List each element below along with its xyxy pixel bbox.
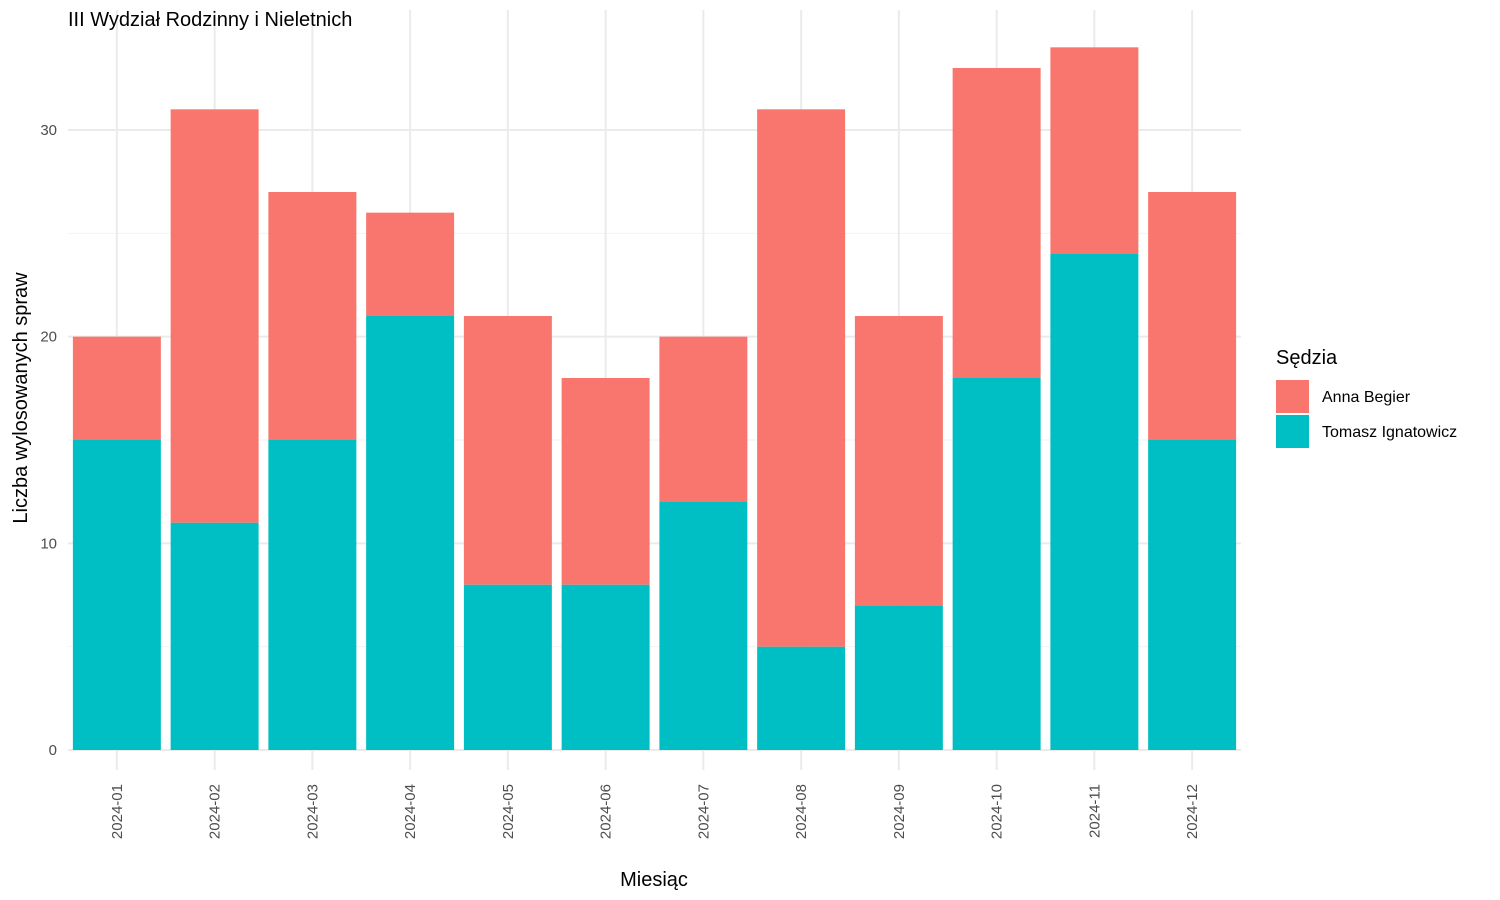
bar-segment (463, 584, 552, 750)
bar-segment (1148, 191, 1237, 440)
x-tick-label: 2024-09 (891, 784, 908, 839)
bar-segment (463, 315, 552, 585)
bar-segment (952, 67, 1041, 378)
bar-segment (268, 439, 357, 750)
x-tick-label: 2024-05 (500, 784, 517, 839)
bar-segment (561, 584, 650, 750)
legend-label: Anna Begier (1322, 389, 1411, 406)
bar-segment (659, 336, 748, 502)
x-tick-label: 2024-12 (1184, 784, 1201, 839)
legend-label: Tomasz Ignatowicz (1322, 424, 1457, 441)
bar-segment (757, 646, 846, 750)
legend-title: Sędzia (1276, 347, 1338, 369)
x-axis-ticks: 2024-01 2024-02 2024-03 2024-04 2024-05 2024-… (109, 784, 1201, 839)
bar-segment (854, 605, 943, 750)
x-tick-label: 2024-04 (402, 784, 419, 839)
x-tick-label: 2024-08 (793, 784, 810, 839)
x-tick-label: 2024-01 (109, 784, 126, 839)
bars (72, 47, 1237, 750)
x-tick-label: 2024-10 (989, 784, 1006, 839)
bar-segment (757, 109, 846, 647)
x-tick-label: 2024-06 (598, 784, 615, 839)
bar-segment (659, 501, 748, 750)
y-axis-ticks: 0 10 20 30 (40, 122, 57, 759)
bar-segment (170, 522, 259, 750)
bar-segment (268, 191, 357, 440)
chart-title: III Wydział Rodzinny i Nieletnich (68, 9, 352, 31)
y-tick-label: 0 (49, 742, 57, 759)
bar-segment (561, 377, 650, 585)
bar-segment (952, 377, 1041, 750)
x-tick-label: 2024-11 (1086, 784, 1103, 838)
y-axis-title: Liczba wylosowanych spraw (10, 272, 32, 524)
x-tick-label: 2024-02 (207, 784, 224, 839)
y-tick-label: 30 (40, 122, 57, 139)
bar-segment (366, 315, 455, 750)
bar-segment (854, 315, 943, 606)
x-tick-label: 2024-07 (695, 784, 712, 839)
bar-segment (1148, 439, 1237, 750)
bar-segment (366, 212, 455, 316)
bar-segment (1050, 47, 1139, 254)
y-tick-label: 10 (40, 535, 57, 552)
legend-key (1276, 380, 1309, 413)
legend: Sędzia Anna Begier Tomasz Ignatowicz (1276, 347, 1457, 448)
legend-key (1276, 415, 1309, 448)
minor-gridlines (68, 232, 1241, 648)
bar-segment (72, 336, 161, 440)
bar-segment (170, 109, 259, 523)
bar-segment (72, 439, 161, 750)
x-axis-title: Miesiąc (620, 869, 688, 891)
bar-segment (1050, 253, 1139, 750)
x-tick-label: 2024-03 (304, 784, 321, 839)
y-tick-label: 20 (40, 329, 57, 346)
